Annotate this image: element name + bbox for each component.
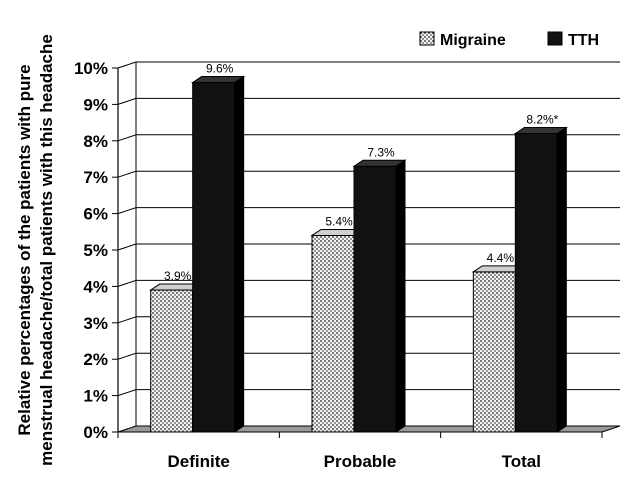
bar-side: [395, 159, 406, 433]
legend-label: TTH: [568, 32, 599, 49]
bar-top: [191, 76, 246, 84]
y-tick-label: 1%: [83, 387, 108, 406]
y-tick-label: 9%: [83, 95, 108, 114]
bar-side: [234, 75, 245, 433]
legend: Migraine TTH: [419, 31, 599, 49]
gridline-side: [117, 170, 137, 178]
bar-tth: [514, 133, 558, 433]
y-tick-label: 4%: [83, 277, 108, 296]
bar-side: [556, 126, 567, 433]
y-tick-label: 0%: [83, 423, 108, 442]
data-label: 3.9%: [164, 269, 192, 283]
y-tick-label: 10%: [74, 59, 108, 78]
legend-label: Migraine: [440, 32, 506, 49]
gridline-side: [117, 316, 137, 324]
gridline-side: [117, 243, 137, 251]
data-label: 8.2%*: [526, 113, 558, 127]
bar-migraine: [311, 234, 355, 433]
gridline-side: [117, 279, 137, 287]
gridline-side: [117, 352, 137, 360]
y-axis-title: menstrual headache/total patients with t…: [37, 34, 56, 466]
y-tick-label: 5%: [83, 241, 108, 260]
bar-migraine: [150, 289, 194, 433]
bar-tth: [353, 165, 397, 433]
x-category-label: Total: [502, 452, 541, 471]
gridline-side: [117, 134, 137, 142]
bars: [149, 75, 568, 433]
gridline-side: [117, 389, 137, 397]
data-label: 5.4%: [325, 214, 353, 228]
bar-top: [513, 127, 568, 135]
y-tick-label: 7%: [83, 168, 108, 187]
gridline-side: [117, 97, 137, 105]
data-label: 7.3%: [367, 145, 395, 159]
x-category-label: Definite: [167, 452, 229, 471]
y-axis-title: Relative percentages of the patients wit…: [15, 64, 34, 435]
gridline-side: [117, 207, 137, 215]
y-tick-label: 8%: [83, 132, 108, 151]
data-label: 9.6%: [206, 62, 234, 76]
gridline-side: [117, 61, 137, 69]
legend-swatch: [419, 31, 435, 46]
labels: Definite 3.9% 9.6% Probable 5.4% 7.3% Total 4.4…: [15, 34, 559, 471]
bar-tth: [192, 82, 236, 433]
y-tick-label: 6%: [83, 205, 108, 224]
data-label: 4.4%: [487, 251, 515, 265]
y-tick-label: 2%: [83, 350, 108, 369]
legend-swatch: [547, 31, 563, 46]
y-tick-label: 3%: [83, 314, 108, 333]
bar-top: [352, 159, 407, 167]
bar-migraine: [472, 271, 516, 433]
x-category-label: Probable: [324, 452, 397, 471]
